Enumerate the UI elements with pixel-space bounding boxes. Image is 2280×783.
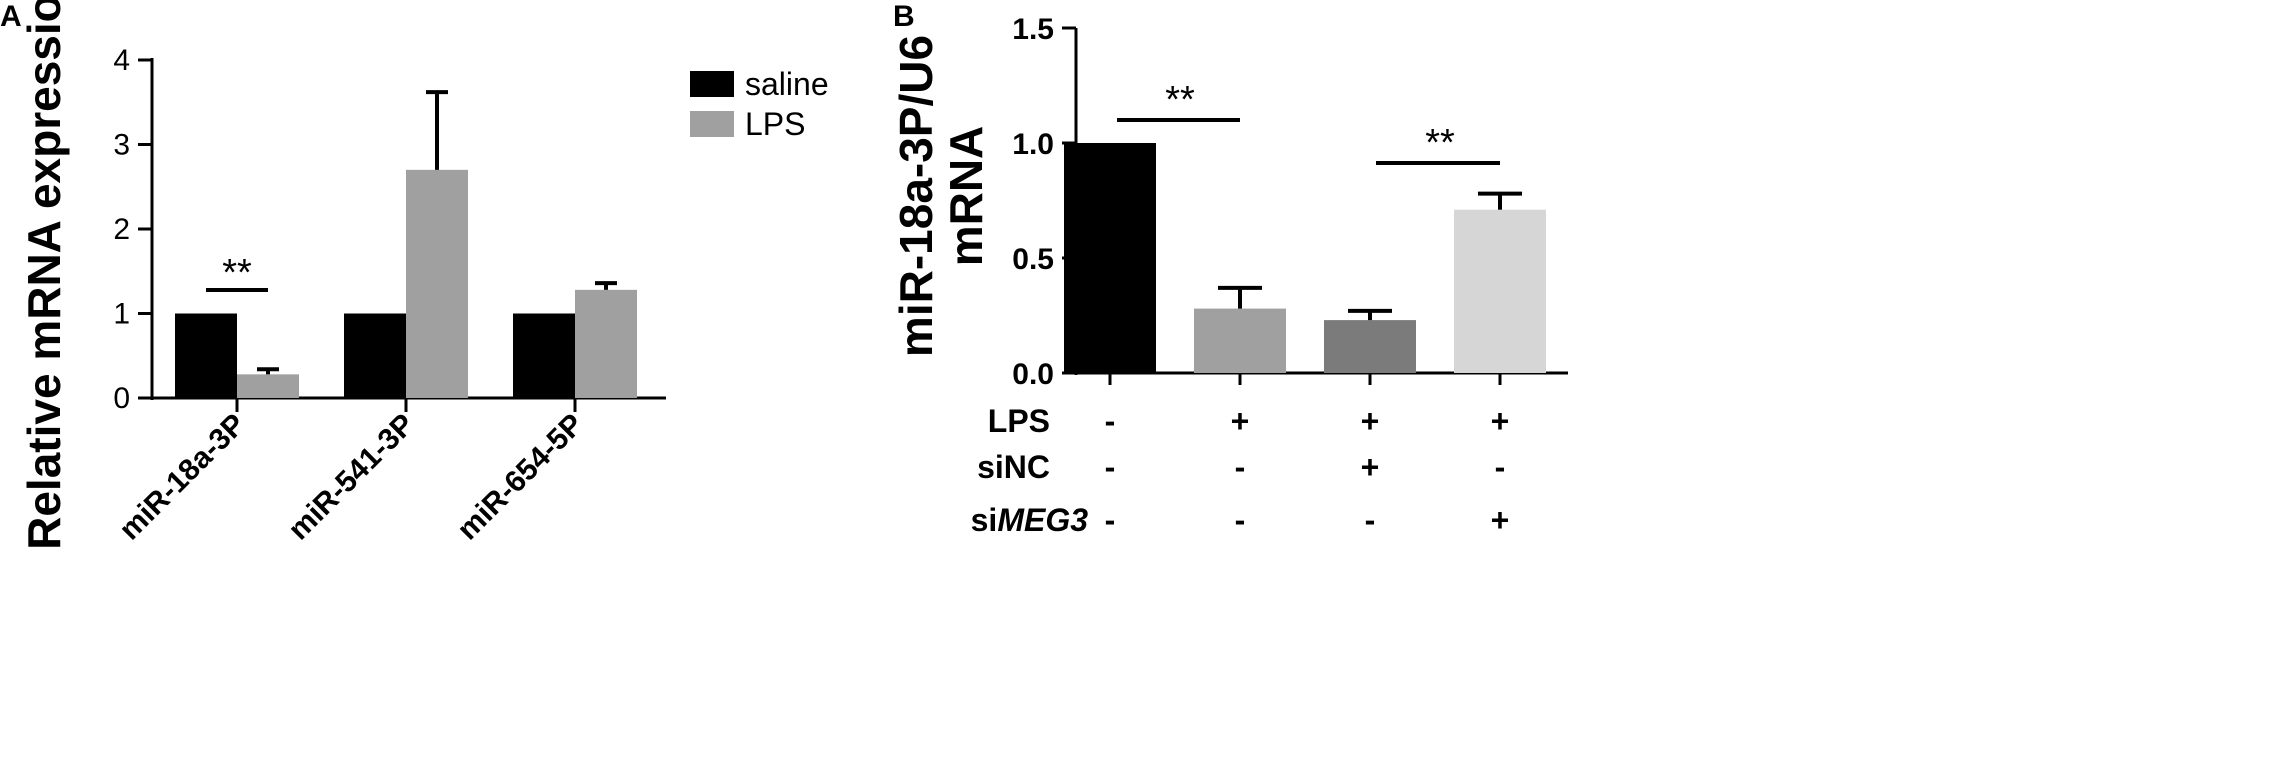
panel-a-y-tick-label: 0 xyxy=(113,382,130,415)
panel-a-y-ticks: 0 1 2 3 4 xyxy=(113,44,152,415)
condition-label-simeg3-gene: MEG3 xyxy=(997,502,1088,538)
panel-b-y-axis-label-line2: mRNA xyxy=(940,126,992,267)
legend-swatch-lps xyxy=(690,111,734,137)
legend-label-saline: saline xyxy=(745,66,829,102)
panel-a: A Relative mRNA expression 0 1 2 3 4 miR-18a… xyxy=(0,0,829,550)
panel-b-bars xyxy=(1064,143,1546,385)
panel-a-bar-lps xyxy=(575,289,637,398)
panel-a-significance-label: ** xyxy=(222,252,252,294)
panel-b-y-tick-label: 0.0 xyxy=(1012,358,1054,391)
condition-cell: - xyxy=(1105,502,1116,538)
panel-a-bar-saline xyxy=(344,313,406,398)
condition-cells: - + + + - - + - - - - + xyxy=(1105,403,1510,538)
panel-b-bar xyxy=(1454,209,1546,373)
panel-a-category-labels: miR-18a-3P miR-541-3P miR-654-5P xyxy=(113,408,590,547)
panel-a-y-tick-label: 2 xyxy=(113,213,130,246)
condition-cell: + xyxy=(1491,502,1510,538)
panel-a-y-tick-label: 1 xyxy=(113,298,130,331)
condition-cell: - xyxy=(1105,449,1116,485)
condition-cell: - xyxy=(1235,502,1246,538)
panel-b-y-tick-label: 1.5 xyxy=(1012,13,1054,46)
panel-b-bar xyxy=(1324,320,1416,373)
condition-label-simeg3: siMEG3 xyxy=(971,502,1089,538)
panel-a-letter: A xyxy=(0,0,22,33)
condition-cell: - xyxy=(1365,502,1376,538)
panel-a-legend: saline LPS xyxy=(690,66,829,142)
condition-cell: + xyxy=(1491,403,1510,439)
condition-label-lps: LPS xyxy=(988,403,1050,439)
panel-b-significance-label-1: ** xyxy=(1165,79,1195,121)
panel-a-category-label: miR-541-3P xyxy=(282,408,421,547)
panel-b-letter: B xyxy=(893,0,915,33)
panel-a-y-axis-label: Relative mRNA expression xyxy=(18,0,70,550)
panel-a-bar-saline xyxy=(513,313,575,398)
condition-label-simeg3-prefix: si xyxy=(971,502,998,538)
panel-a-y-tick-label: 3 xyxy=(113,129,130,162)
panel-a-bar-lps xyxy=(237,374,299,398)
condition-cell: + xyxy=(1231,403,1250,439)
panel-a-bar-saline xyxy=(175,313,237,398)
condition-cell: - xyxy=(1235,449,1246,485)
condition-cell: + xyxy=(1361,403,1380,439)
panel-a-category-label: miR-654-5P xyxy=(451,408,590,547)
panel-b-bar xyxy=(1194,308,1286,373)
panel-a-significance: ** xyxy=(206,252,268,294)
panel-b-significance: ** ** xyxy=(1117,79,1500,165)
panel-b-y-axis-label-line1: miR-18a-3P/U6 xyxy=(890,35,942,357)
condition-label-sinc: siNC xyxy=(977,449,1050,485)
condition-cell: - xyxy=(1105,403,1116,439)
condition-cell: - xyxy=(1495,449,1506,485)
panel-a-bars xyxy=(175,90,637,412)
panel-a-category-label: miR-18a-3P xyxy=(113,408,252,547)
panel-a-y-tick-label: 4 xyxy=(113,44,130,77)
legend-label-lps: LPS xyxy=(745,106,805,142)
panel-b-significance-label-2: ** xyxy=(1425,122,1455,164)
panel-b: B miR-18a-3P/U6 mRNA 0.0 0.5 1.0 1.5 ** ** … xyxy=(890,0,1568,538)
panel-b-y-tick-label: 0.5 xyxy=(1012,243,1054,276)
legend-swatch-saline xyxy=(690,71,734,97)
panel-b-condition-table: LPS siNC siMEG3 - + + + - - + - - - - + xyxy=(971,403,1510,538)
condition-cell: + xyxy=(1361,449,1380,485)
panel-b-y-tick-label: 1.0 xyxy=(1012,128,1054,161)
panel-a-bar-lps xyxy=(406,169,468,398)
panel-b-bar xyxy=(1064,143,1156,373)
